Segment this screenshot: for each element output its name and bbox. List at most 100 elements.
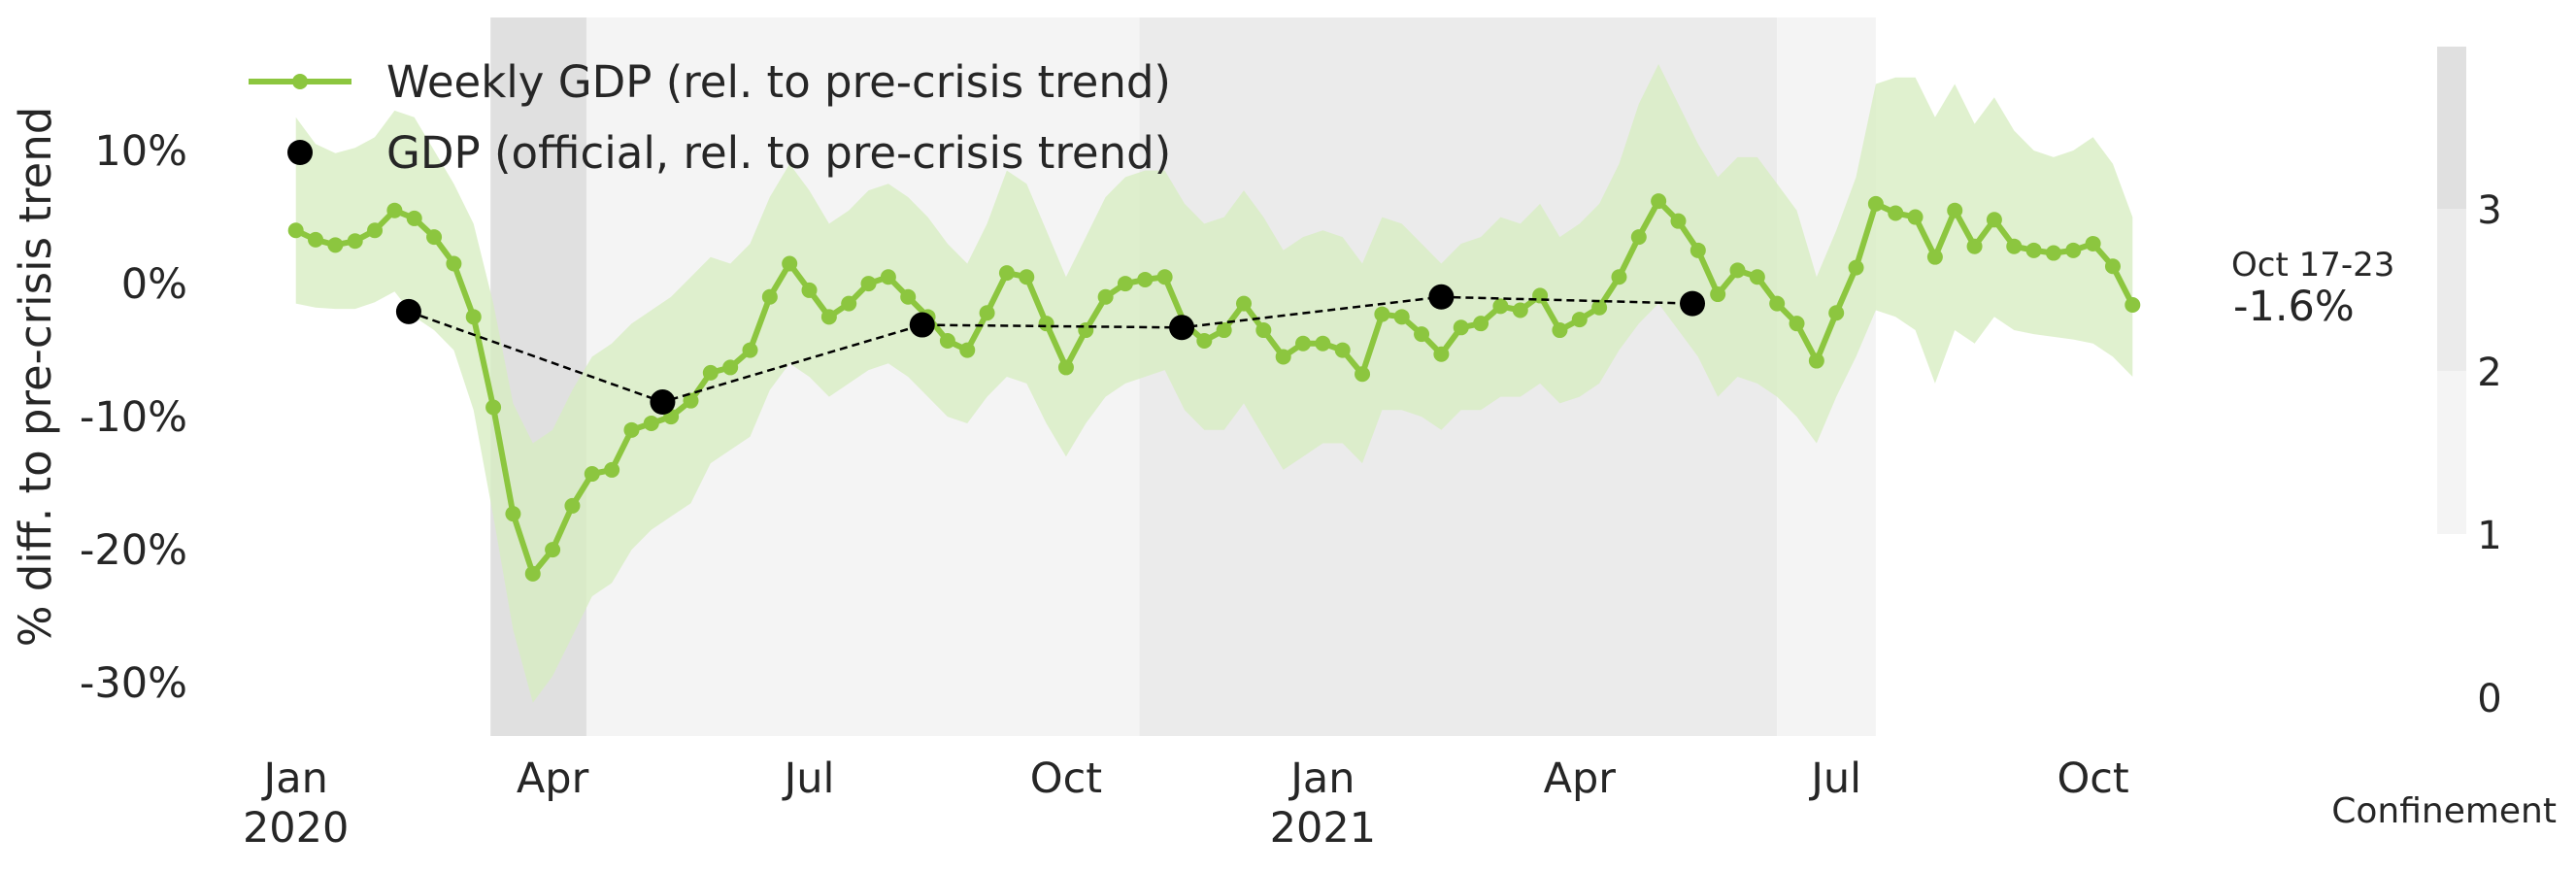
weekly-gdp-point (1888, 205, 1904, 221)
weekly-gdp-point (485, 399, 502, 416)
weekly-gdp-point (1591, 299, 1608, 316)
weekly-gdp-point (347, 233, 363, 250)
weekly-gdp-point (880, 269, 896, 285)
weekly-gdp-point (406, 210, 422, 226)
weekly-gdp-point (1275, 349, 1291, 365)
weekly-gdp-point (1848, 259, 1864, 276)
weekly-gdp-point (643, 415, 659, 431)
y-tick-label: -20% (80, 526, 187, 575)
weekly-gdp-point (860, 276, 877, 292)
weekly-gdp-point (524, 565, 541, 582)
weekly-gdp-point (545, 542, 561, 558)
weekly-gdp-point (1710, 286, 1726, 303)
weekly-gdp-point (820, 309, 837, 325)
weekly-gdp-point (1315, 335, 1331, 352)
y-tick-label: -30% (80, 659, 187, 708)
weekly-gdp-point (1156, 269, 1173, 285)
weekly-gdp-point (1749, 269, 1765, 285)
colorbar-segment (2437, 534, 2466, 697)
colorbar-segment (2437, 47, 2466, 209)
last-value-label: -1.6% (2233, 283, 2355, 331)
weekly-gdp-point (1137, 271, 1154, 287)
weekly-gdp-point (841, 295, 857, 312)
legend-official-label: GDP (official, rel. to pre-crisis trend) (386, 127, 1171, 179)
colorbar-tick-label: 0 (2477, 677, 2501, 721)
x-tick-label: Jan (261, 754, 328, 803)
y-tick-label: -10% (80, 393, 187, 442)
weekly-gdp-point (2085, 235, 2101, 251)
weekly-gdp-point (1374, 306, 1390, 322)
weekly-gdp-point (584, 466, 600, 483)
weekly-gdp-point (1236, 295, 1252, 312)
official-gdp-point (1428, 284, 1455, 310)
weekly-gdp-point (1473, 316, 1489, 332)
y-tick-label: 0% (121, 260, 187, 309)
x-tick-label: Jul (782, 754, 835, 803)
official-gdp-point (395, 298, 421, 324)
weekly-gdp-point (1453, 319, 1469, 336)
official-gdp-point (1680, 290, 1706, 317)
official-gdp-point (1169, 315, 1195, 341)
weekly-gdp-point (604, 461, 620, 478)
colorbar-tick-label: 1 (2477, 514, 2501, 558)
weekly-gdp-point (1295, 335, 1312, 352)
weekly-gdp-point (1986, 212, 2002, 228)
weekly-gdp-point (1789, 316, 1805, 332)
weekly-gdp-point (1355, 366, 1371, 383)
weekly-gdp-point (2025, 242, 2042, 258)
weekly-gdp-point (979, 305, 995, 321)
weekly-gdp-point (2045, 245, 2061, 261)
weekly-gdp-point (742, 342, 758, 358)
colorbar-segment (2437, 209, 2466, 371)
weekly-gdp-point (1630, 229, 1647, 246)
weekly-gdp-point (2006, 238, 2023, 254)
weekly-gdp-point (1492, 298, 1509, 315)
x-tick-label: Oct (2057, 754, 2128, 803)
weekly-gdp-point (1926, 249, 1943, 265)
weekly-gdp-point (959, 342, 976, 358)
weekly-gdp-point (1057, 359, 1074, 376)
last-period-label: Oct 17-23 (2231, 246, 2394, 285)
weekly-gdp-point (1689, 242, 1706, 258)
weekly-gdp-point (1670, 213, 1687, 229)
weekly-gdp-point (782, 255, 798, 272)
weekly-gdp-point (683, 392, 699, 409)
official-gdp-dashed-line (408, 295, 1693, 404)
legend-weekly-swatch-marker (292, 74, 308, 89)
weekly-gdp-point (465, 309, 482, 325)
legend-official-swatch-marker (287, 140, 313, 165)
weekly-gdp-point (1433, 346, 1450, 362)
weekly-gdp-point (702, 364, 719, 381)
weekly-gdp-point (1552, 322, 1568, 339)
weekly-gdp-point (900, 288, 917, 305)
official-gdp-point (650, 389, 676, 416)
x-tick-label: Oct (1030, 754, 1102, 803)
weekly-gdp-point (287, 222, 304, 239)
weekly-gdp-point (939, 333, 955, 349)
weekly-gdp-point (1808, 352, 1824, 369)
weekly-gdp-point (1196, 333, 1213, 349)
x-tick-year: 2020 (243, 804, 349, 853)
weekly-gdp-point (1729, 262, 1746, 279)
weekly-gdp-point (1769, 295, 1786, 312)
weekly-gdp-point (308, 231, 324, 248)
x-tick-label: Apr (1544, 754, 1617, 803)
weekly-gdp-point (564, 497, 581, 514)
weekly-gdp-point (801, 282, 818, 298)
weekly-gdp-point (1512, 302, 1528, 318)
weekly-gdp-point (1019, 269, 1035, 285)
weekly-gdp-point (1966, 238, 1983, 254)
weekly-gdp-point (1571, 312, 1588, 328)
weekly-gdp-point (623, 421, 640, 438)
weekly-gdp-point (1078, 322, 1094, 339)
weekly-gdp-line (294, 198, 2135, 577)
weekly-gdp-point (1532, 287, 1549, 304)
weekly-gdp-point (505, 506, 521, 522)
weekly-gdp-point (1947, 202, 1963, 218)
weekly-gdp-point (386, 202, 403, 218)
y-axis-label: % diff. to pre-crisis trend (10, 107, 61, 648)
weekly-gdp-point (367, 222, 384, 239)
weekly-gdp-point (1907, 209, 1924, 225)
weekly-gdp-point (426, 229, 443, 246)
